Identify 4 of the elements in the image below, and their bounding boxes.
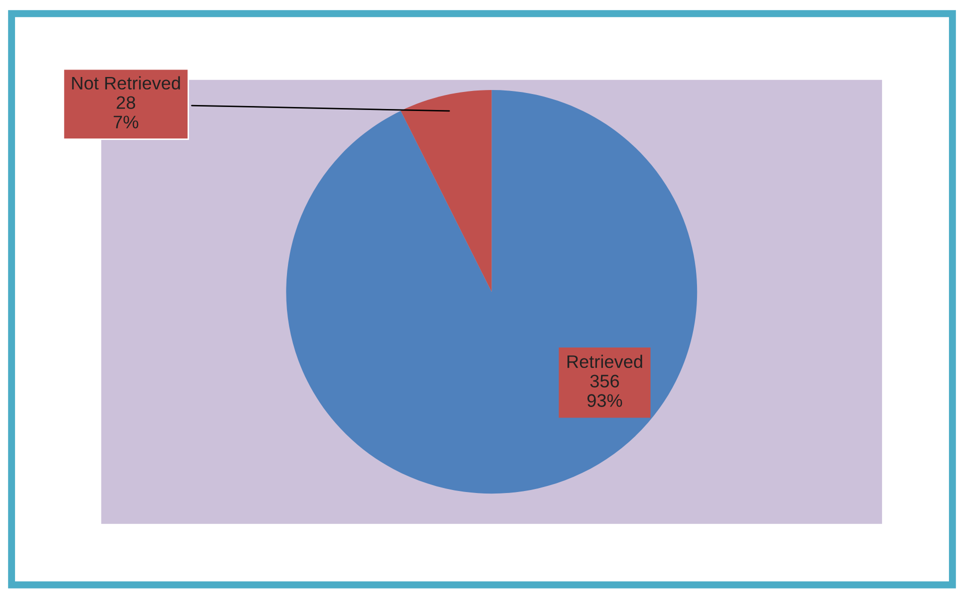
slice-label: Not Retrieved: [72, 76, 180, 90]
data-label: 28 7%: [114, 96, 138, 128]
data-label: 356 93%: [587, 374, 622, 407]
slice-label: Retrieved: [568, 354, 642, 368]
